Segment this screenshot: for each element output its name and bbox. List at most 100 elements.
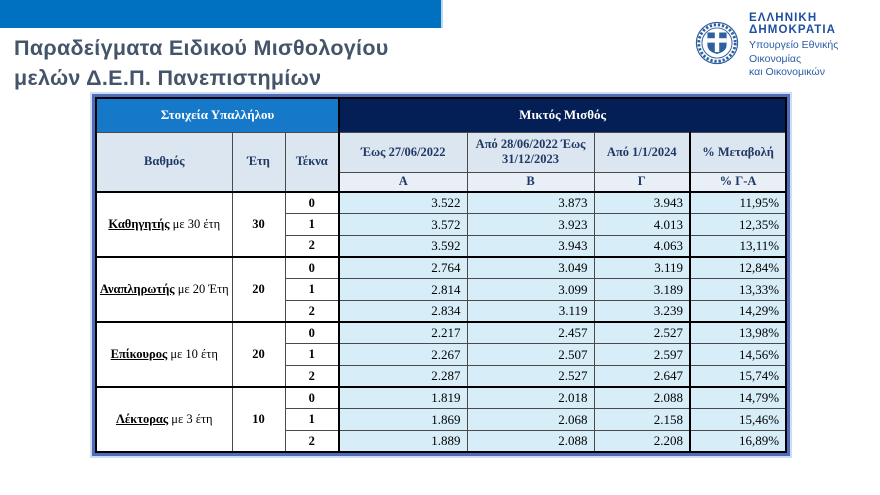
- table-row: 1 2.814 3.099 3.189 13,33%: [96, 278, 787, 301]
- children-cell: 0: [284, 191, 340, 215]
- rank-suffix: με 3 έτη: [168, 412, 213, 427]
- ministry-logo-text: ΕΛΛΗΝΙΚΗ ΔΗΜΟΚΡΑΤΙΑ Υπουργείο Εθνικής Οι…: [749, 12, 880, 80]
- rank-cell-lecturer: Λέκτορας με 3 έτη: [95, 386, 233, 453]
- salary-c-cell: 3.119: [593, 256, 691, 280]
- page-title: Παραδείγματα Ειδικού Μισθολογίου μελών Δ…: [14, 33, 389, 93]
- salary-b-cell: 2.527: [466, 365, 595, 388]
- table-row: 1 3.572 3.923 4.013 12,35%: [96, 213, 787, 236]
- table-row: 2 2.287 2.527 2.647 15,74%: [96, 365, 787, 388]
- salary-c-cell: 3.943: [593, 191, 691, 215]
- greek-republic-emblem-icon: [694, 20, 740, 71]
- subheader-b: Β: [466, 171, 595, 193]
- change-cell: 13,98%: [689, 321, 787, 345]
- header-gross-salary: Μικτός Μισθός: [338, 97, 787, 133]
- children-cell: 1: [284, 343, 340, 366]
- table-row: 2 1.889 2.088 2.208 16,89%: [96, 430, 787, 453]
- rank-suffix: με 30 έτη: [169, 217, 221, 232]
- salary-a-cell: 2.814: [338, 278, 468, 301]
- table-row: Αναπληρωτής με 20 Έτη 20 0 2.764 3.049 3…: [95, 256, 787, 323]
- years-cell: 30: [231, 190, 286, 258]
- salary-c-cell: 2.597: [593, 343, 691, 366]
- title-divider: [286, 93, 783, 95]
- salary-c-cell: 4.013: [593, 213, 691, 236]
- salary-c-cell: 3.189: [593, 278, 691, 301]
- table-header-groups: Στοιχεία Υπαλλήλου Μικτός Μισθός: [95, 97, 787, 133]
- children-cell: 0: [284, 386, 340, 410]
- salary-b-cell: 3.943: [466, 234, 595, 258]
- rank-name: Λέκτορας: [115, 412, 169, 427]
- rank-name: Αναπληρωτής: [99, 282, 175, 297]
- salary-a-cell: 2.764: [338, 256, 468, 280]
- years-cell: 20: [231, 321, 286, 388]
- col-header-rank: Βαθμός: [95, 131, 233, 193]
- salary-b-cell: 3.099: [466, 278, 595, 301]
- change-cell: 12,84%: [689, 256, 787, 280]
- salary-b-cell: 3.923: [466, 213, 595, 236]
- salary-a-cell: 1.869: [338, 408, 468, 432]
- change-cell: 14,56%: [689, 343, 787, 366]
- children-cell: 1: [284, 408, 340, 432]
- top-accent-bar: [0, 0, 443, 28]
- salary-table: Στοιχεία Υπαλλήλου Μικτός Μισθός Βαθμός …: [91, 93, 791, 457]
- salary-a-cell: 3.522: [338, 191, 468, 215]
- salary-a-cell: 2.217: [338, 321, 468, 345]
- subheader-change: % Γ-Α: [689, 171, 787, 193]
- col-header-years: Έτη: [231, 131, 286, 193]
- col-header-period-c: Από 1/1/2024: [593, 131, 691, 173]
- subheader-c: Γ: [593, 171, 691, 193]
- rank-cell-professor: Καθηγητής με 30 έτη: [95, 190, 233, 258]
- rank-suffix: με 20 Έτη: [174, 282, 229, 297]
- change-cell: 14,79%: [689, 386, 787, 410]
- salary-b-cell: 3.049: [466, 256, 595, 280]
- table-header-columns: Βαθμός Έτη Τέκνα Έως 27/06/2022 Από 28/0…: [95, 131, 787, 193]
- ministry-logo: ΕΛΛΗΝΙΚΗ ΔΗΜΟΚΡΑΤΙΑ Υπουργείο Εθνικής Οι…: [694, 12, 880, 80]
- children-cell: 1: [284, 213, 340, 236]
- rank-name: Καθηγητής: [108, 217, 170, 232]
- page-title-line1: Παραδείγματα Ειδικού Μισθολογίου: [14, 36, 389, 60]
- table-row: Καθηγητής με 30 έτη 30 0 3.522 3.873 3.9…: [95, 190, 787, 258]
- change-cell: 15,74%: [689, 365, 787, 388]
- salary-c-cell: 2.088: [593, 386, 691, 410]
- change-cell: 13,33%: [689, 278, 787, 301]
- salary-c-cell: 2.208: [593, 430, 691, 453]
- logo-hellenic-republic: ΕΛΛΗΝΙΚΗ ΔΗΜΟΚΡΑΤΙΑ: [749, 12, 837, 36]
- salary-b-cell: 2.068: [466, 408, 595, 432]
- salary-b-cell: 3.873: [466, 191, 595, 215]
- salary-c-cell: 2.647: [593, 365, 691, 388]
- salary-b-cell: 2.088: [466, 430, 595, 453]
- logo-ministry-line2: και Οικονομικών: [749, 66, 825, 78]
- children-cell: 2: [284, 365, 340, 388]
- years-cell: 10: [231, 386, 286, 453]
- salary-a-cell: 3.572: [338, 213, 468, 236]
- table-row: Επίκουρος με 10 έτη 20 0 2.217 2.457 2.5…: [95, 321, 787, 388]
- rank-cell-assistant: Επίκουρος με 10 έτη: [95, 321, 233, 388]
- salary-c-cell: 4.063: [593, 234, 691, 258]
- children-cell: 0: [284, 256, 340, 280]
- subheader-a: Α: [338, 171, 468, 193]
- page-title-line2: μελών Δ.Ε.Π. Πανεπιστημίων: [14, 66, 322, 90]
- rank-name: Επίκουρος: [110, 347, 168, 362]
- salary-c-cell: 2.527: [593, 321, 691, 345]
- col-header-period-b: Από 28/06/2022 Έως 31/12/2023: [466, 131, 595, 173]
- salary-a-cell: 1.819: [338, 386, 468, 410]
- col-header-children: Τέκνα: [284, 131, 340, 193]
- table-row: Λέκτορας με 3 έτη 10 0 1.819 2.018 2.088…: [95, 386, 787, 453]
- salary-c-cell: 3.239: [593, 299, 691, 323]
- children-cell: 1: [284, 278, 340, 301]
- rank-suffix: με 10 έτη: [167, 347, 218, 362]
- salary-b-cell: 2.457: [466, 321, 595, 345]
- children-cell: 0: [284, 321, 340, 345]
- change-cell: 15,46%: [689, 408, 787, 432]
- col-header-change: % Μεταβολή: [689, 131, 787, 173]
- salary-b-cell: 2.018: [466, 386, 595, 410]
- col-header-period-a: Έως 27/06/2022: [338, 131, 468, 173]
- years-cell: 20: [231, 256, 286, 323]
- change-cell: 11,95%: [689, 191, 787, 215]
- rank-cell-associate: Αναπληρωτής με 20 Έτη: [95, 256, 233, 323]
- salary-a-cell: 2.287: [338, 365, 468, 388]
- salary-a-cell: 1.889: [338, 430, 468, 453]
- change-cell: 13,11%: [689, 234, 787, 258]
- table-subheader: Α Β Γ % Γ-Α: [96, 171, 787, 193]
- header-employee-details: Στοιχεία Υπαλλήλου: [95, 97, 340, 133]
